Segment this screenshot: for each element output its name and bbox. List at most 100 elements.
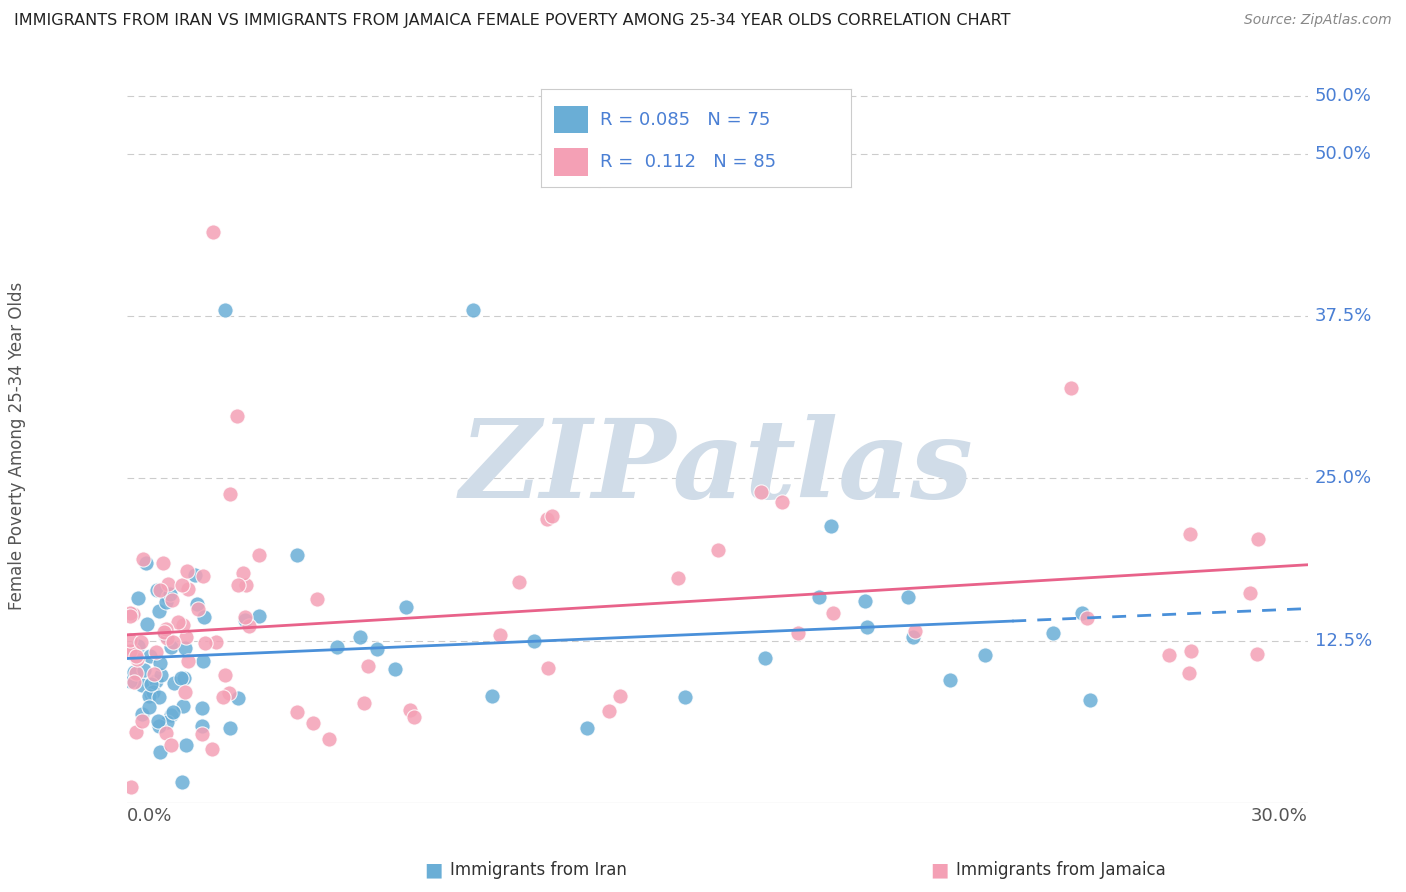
- Point: [167, 615, 190, 630]
- Point: [172, 618, 194, 632]
- Point: [121, 644, 143, 658]
- Point: [305, 591, 328, 606]
- Point: [489, 628, 512, 642]
- Point: [186, 598, 208, 612]
- Text: ZIPatlas: ZIPatlas: [460, 414, 974, 521]
- Point: [120, 673, 142, 688]
- Point: [214, 668, 236, 682]
- Point: [174, 738, 197, 752]
- Point: [588, 173, 610, 187]
- Point: [508, 575, 530, 590]
- Point: [326, 640, 349, 655]
- Text: 37.5%: 37.5%: [1315, 307, 1372, 326]
- Bar: [554, 106, 588, 133]
- Point: [127, 591, 149, 605]
- Point: [1157, 648, 1180, 662]
- Point: [575, 721, 598, 735]
- Text: Immigrants from Jamaica: Immigrants from Jamaica: [956, 861, 1166, 879]
- Point: [1178, 666, 1201, 681]
- Point: [853, 594, 876, 608]
- Point: [149, 668, 172, 682]
- Point: [155, 595, 177, 609]
- Point: [897, 591, 920, 605]
- Point: [398, 703, 420, 717]
- Point: [173, 671, 195, 685]
- Point: [127, 652, 149, 666]
- Text: Immigrants from Iran: Immigrants from Iran: [450, 861, 627, 879]
- Point: [162, 705, 184, 719]
- Point: [201, 742, 224, 756]
- Point: [366, 641, 388, 656]
- Point: [823, 606, 845, 620]
- Point: [122, 665, 145, 680]
- Point: [120, 606, 142, 620]
- Point: [214, 302, 236, 317]
- Text: 0.0%: 0.0%: [127, 807, 172, 825]
- Point: [160, 707, 183, 722]
- Point: [238, 619, 260, 633]
- Point: [172, 775, 194, 789]
- Point: [247, 548, 270, 562]
- Point: [143, 667, 166, 681]
- Text: ■: ■: [425, 860, 443, 880]
- Point: [820, 519, 842, 533]
- Point: [939, 673, 962, 687]
- Point: [973, 648, 995, 663]
- Point: [156, 576, 179, 591]
- Point: [285, 548, 308, 562]
- Point: [183, 567, 205, 582]
- Point: [136, 616, 159, 631]
- Point: [125, 649, 148, 664]
- Point: [121, 607, 143, 621]
- Point: [149, 745, 172, 759]
- Point: [706, 542, 728, 557]
- Point: [148, 604, 170, 618]
- Point: [228, 690, 250, 705]
- Point: [141, 677, 163, 691]
- Point: [120, 632, 142, 647]
- Text: IMMIGRANTS FROM IRAN VS IMMIGRANTS FROM JAMAICA FEMALE POVERTY AMONG 25-34 YEAR : IMMIGRANTS FROM IRAN VS IMMIGRANTS FROM …: [14, 13, 1011, 29]
- Point: [131, 707, 153, 722]
- Point: [141, 687, 163, 701]
- Point: [536, 512, 558, 526]
- Point: [177, 582, 200, 596]
- Point: [1180, 643, 1202, 657]
- Point: [174, 640, 197, 655]
- Point: [357, 659, 380, 673]
- Point: [218, 686, 240, 700]
- Point: [174, 630, 197, 644]
- Point: [172, 699, 194, 714]
- Point: [148, 719, 170, 733]
- Point: [120, 609, 142, 624]
- Point: [666, 571, 689, 585]
- Point: [247, 608, 270, 623]
- Point: [127, 639, 149, 653]
- Point: [219, 721, 242, 735]
- Text: 12.5%: 12.5%: [1315, 632, 1372, 649]
- Point: [349, 630, 371, 644]
- Text: 50.0%: 50.0%: [1315, 145, 1371, 163]
- Text: Source: ZipAtlas.com: Source: ZipAtlas.com: [1244, 13, 1392, 28]
- Point: [132, 663, 155, 677]
- Point: [148, 714, 170, 728]
- Point: [174, 685, 197, 699]
- Point: [205, 635, 228, 649]
- Point: [138, 699, 160, 714]
- Point: [132, 552, 155, 566]
- Point: [461, 302, 484, 317]
- Point: [149, 582, 172, 597]
- Point: [142, 685, 165, 699]
- Point: [176, 564, 198, 578]
- Point: [598, 704, 620, 718]
- Point: [190, 719, 212, 733]
- Point: [190, 727, 212, 741]
- Point: [156, 590, 179, 604]
- Point: [384, 662, 406, 676]
- Point: [129, 635, 152, 649]
- Point: [318, 731, 340, 746]
- Point: [353, 696, 375, 710]
- Point: [609, 689, 631, 703]
- Text: R = 0.085   N = 75: R = 0.085 N = 75: [600, 111, 770, 128]
- Point: [751, 484, 773, 499]
- Point: [160, 640, 183, 655]
